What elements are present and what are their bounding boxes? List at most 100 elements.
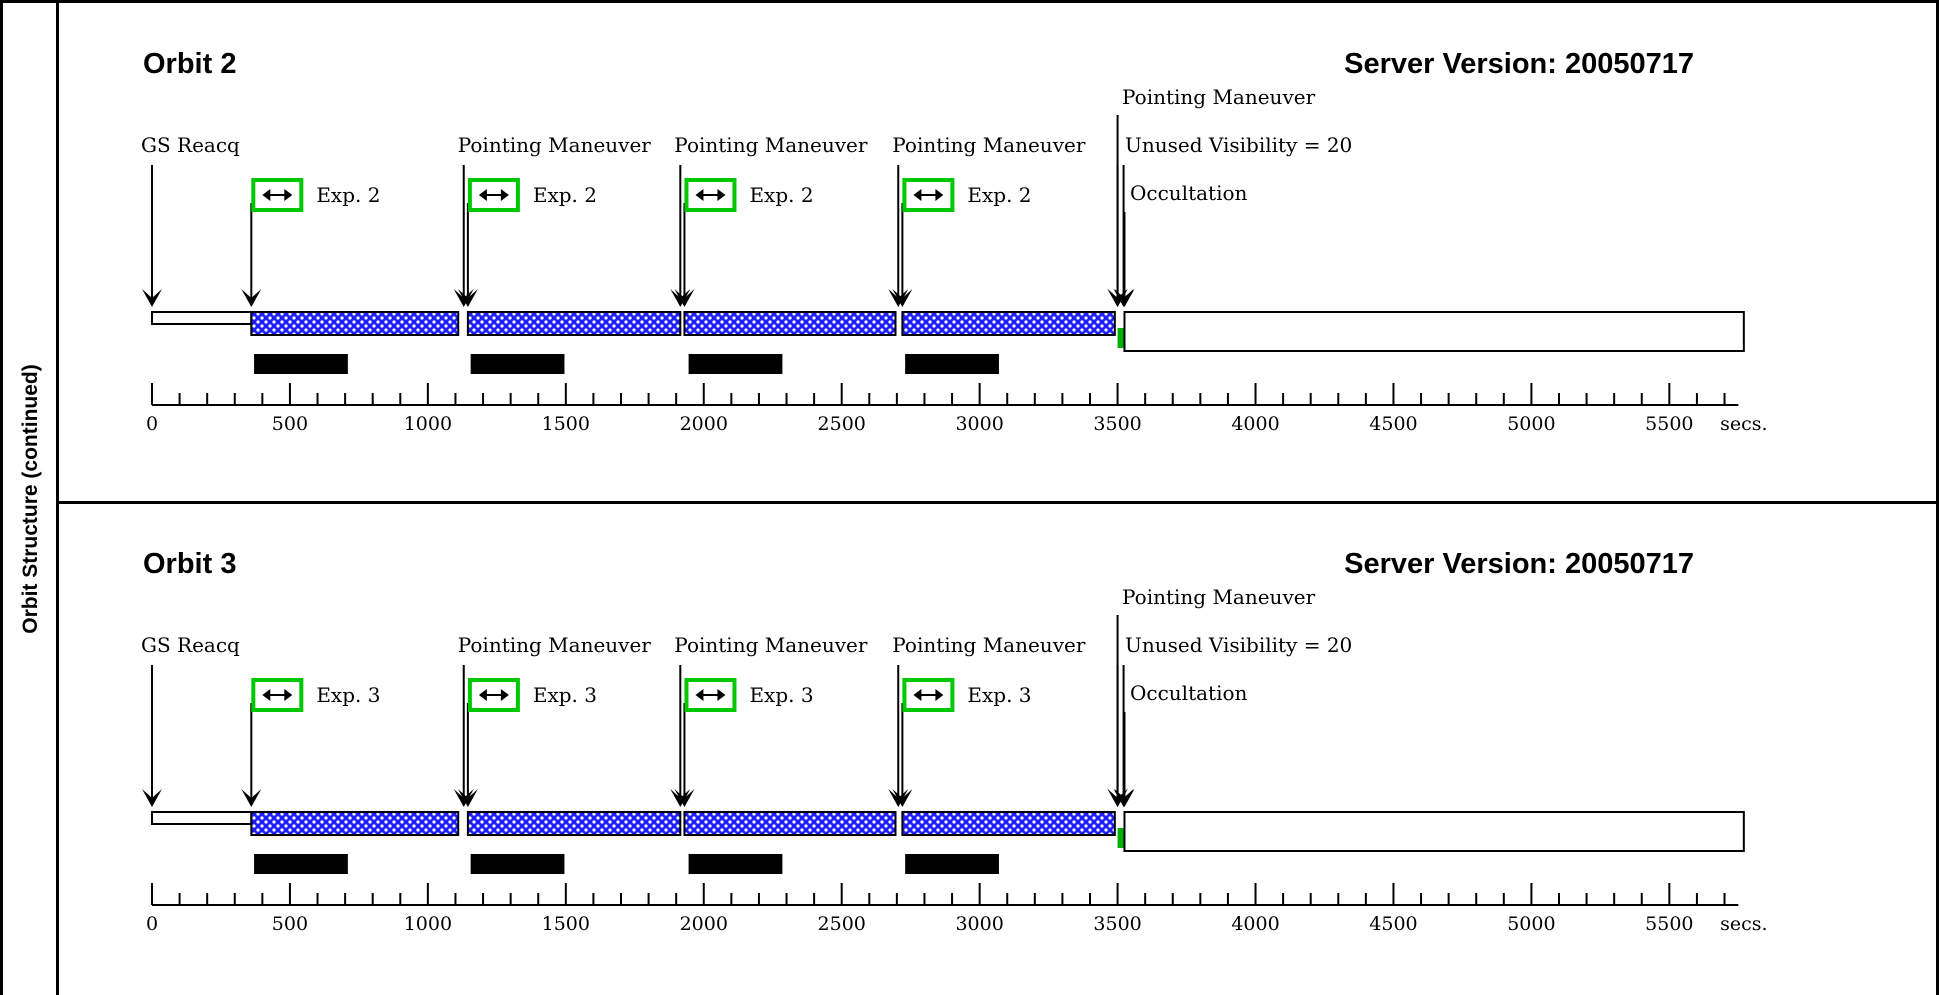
orbit-panel-2: Orbit 2 Server Version: 20050717 GS Reacq E…	[141, 48, 1768, 435]
axis-tick-label: 2000	[680, 413, 728, 435]
axis-unit-label: secs.	[1720, 913, 1767, 935]
pointing-maneuver-arrow-head	[888, 289, 909, 307]
axis-tick-label: 500	[272, 413, 308, 435]
double-arrow-icon	[684, 178, 737, 212]
unused-visibility-segment	[1117, 328, 1125, 348]
unused-visibility-segment	[1117, 828, 1125, 848]
pointing-maneuver-arrow-head	[888, 789, 909, 807]
icon-right-head	[500, 189, 509, 201]
pointing-maneuver-label: Pointing Maneuver	[1122, 585, 1316, 609]
readout-bar	[905, 354, 999, 374]
pointing-maneuver-arrow-head	[453, 289, 474, 307]
axis-tick-label: 3000	[955, 913, 1003, 935]
axis-tick-label: 4500	[1369, 913, 1417, 935]
axis-tick-label: 4500	[1369, 413, 1417, 435]
exposure-label: Exp. 2	[967, 183, 1031, 207]
axis-tick-label: 5000	[1507, 913, 1555, 935]
icon-right-head	[935, 189, 944, 201]
readout-bar	[470, 854, 565, 874]
icon-left-head	[478, 189, 487, 201]
pointing-maneuver-arrow-head	[670, 289, 691, 307]
icon-right-head	[717, 689, 726, 701]
axis-unit-label: secs.	[1720, 413, 1767, 435]
acquisition-segment	[151, 311, 253, 325]
acquisition-segment	[151, 811, 253, 825]
exposure-box	[902, 678, 955, 712]
server-version: Server Version: 20050717	[1344, 48, 1694, 80]
exposure-box	[684, 678, 737, 712]
axis-tick-label: 0	[146, 913, 158, 935]
occultation-arrow-head	[1114, 289, 1135, 307]
exposure-segment	[466, 811, 682, 836]
occultation-label: Occultation	[1130, 181, 1248, 205]
axis-tick-label: 5500	[1645, 913, 1693, 935]
occultation-label: Occultation	[1130, 681, 1248, 705]
axis-tick-label: 0	[146, 413, 158, 435]
exposure-label: Exp. 3	[533, 683, 597, 707]
axis-tick-label: 4000	[1231, 913, 1279, 935]
readout-bar	[254, 854, 348, 874]
axis-tick-label: 1000	[404, 413, 452, 435]
pointing-maneuver-label: Pointing Maneuver	[458, 633, 652, 657]
exposure-segment	[466, 311, 682, 336]
exposure-box	[467, 678, 520, 712]
gs-reacq-label: GS Reacq	[141, 133, 240, 157]
occultation-segment	[1123, 811, 1745, 852]
exposure-label: Exp. 2	[533, 183, 597, 207]
axis-tick-label: 2500	[818, 913, 866, 935]
axis-tick-label: 1000	[404, 913, 452, 935]
exposure-label: Exp. 2	[749, 183, 813, 207]
occultation-segment	[1123, 311, 1745, 352]
axis-tick-label: 2500	[818, 413, 866, 435]
unused-visibility-label: Unused Visibility = 20	[1125, 633, 1352, 657]
sidebar: Orbit Structure (continued)	[2, 2, 59, 995]
icon-left-head	[913, 689, 922, 701]
axis-tick-label: 3500	[1093, 413, 1141, 435]
gs-reacq-arrow-head	[142, 789, 162, 807]
occultation-arrow-head	[1114, 789, 1135, 807]
exposure-segment	[901, 311, 1116, 336]
double-arrow-icon	[902, 678, 955, 712]
axis-tick-label: 500	[272, 913, 308, 935]
exposure-box	[684, 178, 737, 212]
axis-tick-label: 5500	[1645, 413, 1693, 435]
axis-tick-label: 5000	[1507, 413, 1555, 435]
axis-tick-label: 2000	[680, 913, 728, 935]
double-arrow-icon	[467, 678, 520, 712]
icon-right-head	[284, 689, 293, 701]
unused-visibility-label: Unused Visibility = 20	[1125, 133, 1352, 157]
icon-left-head	[695, 189, 704, 201]
axis-tick-label: 1500	[542, 913, 590, 935]
exposure-start-arrow-head	[241, 789, 262, 807]
double-arrow-icon	[902, 178, 955, 212]
server-version: Server Version: 20050717	[1344, 548, 1694, 580]
exposure-label: Exp. 2	[316, 183, 380, 207]
icon-left-head	[262, 689, 271, 701]
exposure-segment	[683, 311, 897, 336]
pointing-maneuver-label: Pointing Maneuver	[1122, 85, 1316, 109]
gs-reacq-arrow-head	[142, 289, 162, 307]
exposure-label: Exp. 3	[749, 683, 813, 707]
double-arrow-icon	[251, 178, 304, 212]
double-arrow-icon	[684, 678, 737, 712]
exposure-segment	[250, 311, 460, 336]
exposure-segment	[250, 811, 460, 836]
pointing-maneuver-label: Pointing Maneuver	[458, 133, 652, 157]
pointing-maneuver-label: Pointing Maneuver	[674, 133, 868, 157]
pointing-maneuver-label: Pointing Maneuver	[892, 133, 1086, 157]
icon-left-head	[913, 189, 922, 201]
icon-right-head	[500, 689, 509, 701]
exposure-label: Exp. 3	[316, 683, 380, 707]
pointing-maneuver-label: Pointing Maneuver	[674, 633, 868, 657]
readout-bar	[254, 354, 348, 374]
readout-bar	[470, 354, 565, 374]
readout-bar	[688, 854, 783, 874]
exposure-box	[902, 178, 955, 212]
pointing-maneuver-arrow-head	[670, 789, 691, 807]
axis-tick-label: 3000	[955, 413, 1003, 435]
gs-reacq-label: GS Reacq	[141, 633, 240, 657]
icon-left-head	[262, 189, 271, 201]
orbit-title: Orbit 2	[143, 48, 236, 80]
